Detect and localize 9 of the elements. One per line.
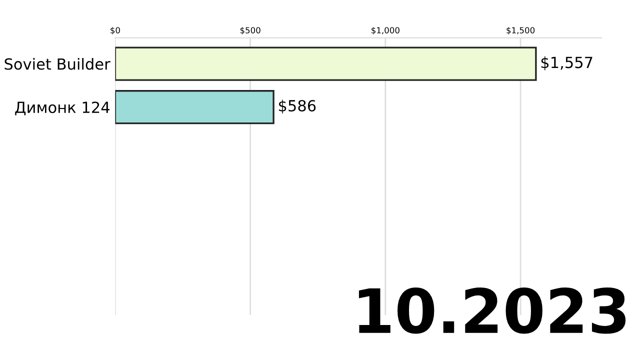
data-label: $586 — [278, 100, 316, 114]
x-tick-label: $1,000 — [372, 26, 400, 35]
y-tick-label: Димонк 124 — [15, 102, 110, 116]
data-label: $1,557 — [541, 56, 592, 70]
y-tick-label: Soviet Builder — [4, 58, 110, 70]
x-tick-label: $500 — [240, 26, 260, 35]
text: 10.2023 — [358, 288, 626, 334]
x-tick-label: $1,500 — [506, 26, 535, 35]
x-tick-label: $0 — [110, 26, 120, 35]
